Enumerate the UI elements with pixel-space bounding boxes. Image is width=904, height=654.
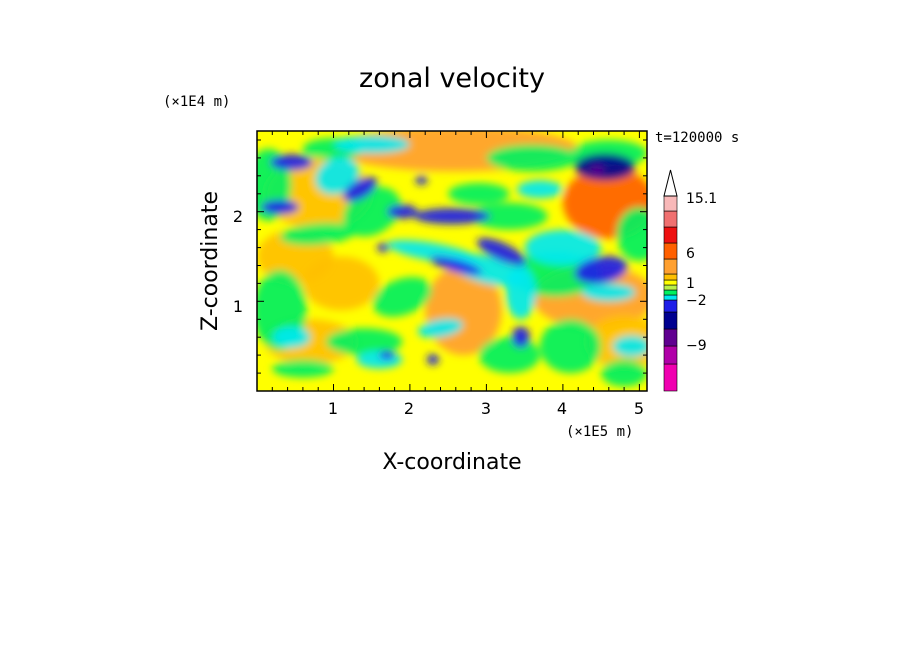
y-unit-label: (×1E4 m): [163, 94, 230, 110]
axis-ticks: [257, 131, 647, 391]
colorbar-segment: [663, 345, 678, 365]
x-tick-label: 4: [557, 399, 567, 418]
x-tick-label: 3: [481, 399, 491, 418]
contour-region: [280, 222, 357, 246]
contour-region: [601, 359, 647, 387]
contour-region: [524, 229, 602, 266]
contour-region: [379, 350, 395, 360]
colorbar-segment: [663, 328, 678, 347]
contour-region: [511, 326, 530, 349]
contour-region: [387, 204, 418, 219]
contour-region: [429, 256, 482, 275]
contour-region: [356, 350, 403, 369]
colorbar-segment: [663, 363, 678, 392]
colorbar-label: −2: [686, 293, 707, 309]
x-tick-label: 2: [404, 399, 414, 418]
contour-region: [448, 183, 510, 205]
colorbar-segment: [663, 289, 678, 296]
colorbar-label: 15.1: [686, 191, 717, 207]
x-tick-label: 1: [328, 399, 338, 418]
y-tick-label: 1: [233, 297, 243, 316]
contour-region: [517, 180, 563, 199]
colorbar-tick-labels: 15.1 6 1 −2 −9: [686, 191, 717, 354]
colorbar-segment: [663, 210, 678, 228]
colorbar-segment: [663, 284, 678, 291]
contour-region: [486, 144, 579, 172]
contour-region: [505, 265, 537, 320]
contour-region: [333, 135, 410, 154]
colorbar: [663, 169, 678, 392]
contour-region: [260, 200, 299, 215]
x-axis-label: X-coordinate: [382, 450, 521, 475]
y-tick-label: 2: [233, 207, 243, 226]
contour-region: [449, 253, 524, 287]
x-tick-labels: 1 2 3 4 5: [328, 399, 644, 418]
colorbar-segment: [663, 279, 678, 286]
colorbar-segment: [663, 242, 678, 260]
velocity-field: [257, 131, 647, 391]
y-axis-label: Z-coordinate: [198, 191, 223, 331]
contour-region: [343, 176, 378, 202]
colorbar-segment: [663, 311, 678, 330]
contour-region: [591, 165, 604, 177]
contour-region: [302, 256, 380, 311]
contour-region: [426, 354, 439, 365]
colorbar-extend-arrow: [663, 169, 678, 197]
contour-region: [315, 156, 360, 195]
contour-region: [539, 319, 602, 374]
time-label: t=120000 s: [655, 130, 739, 146]
contour-region: [272, 359, 334, 378]
contour-region: [372, 277, 432, 317]
contour-region: [612, 335, 647, 357]
colorbar-segment: [663, 299, 678, 313]
chart-title: zonal velocity: [359, 63, 545, 94]
colorbar-label: −9: [686, 338, 707, 354]
contour-region: [471, 202, 548, 230]
colorbar-segment: [663, 226, 678, 244]
plot-frame: [256, 130, 648, 392]
contour-region: [574, 153, 636, 181]
x-unit-label: (×1E5 m): [566, 424, 633, 440]
colorbar-segment: [663, 195, 678, 212]
contour-region: [413, 208, 491, 225]
contour-region: [417, 318, 464, 338]
colorbar-label: 1: [686, 276, 695, 292]
contour-region: [270, 154, 313, 171]
contour-region: [272, 326, 311, 349]
contour-region: [574, 256, 628, 284]
contour-region: [415, 175, 428, 185]
contour-region: [616, 207, 647, 261]
contour-region: [377, 243, 390, 253]
colorbar-segment: [663, 273, 678, 281]
field-contours: [257, 131, 647, 387]
contour-region: [582, 283, 636, 302]
x-tick-label: 5: [634, 399, 644, 418]
colorbar-label: 6: [686, 246, 695, 262]
colorbar-segment: [663, 258, 678, 275]
contour-region: [477, 238, 527, 266]
colorbar-segment: [663, 294, 678, 301]
contour-region: [325, 328, 403, 356]
y-tick-labels: 1 2: [233, 207, 243, 316]
contour-region: [478, 337, 540, 373]
